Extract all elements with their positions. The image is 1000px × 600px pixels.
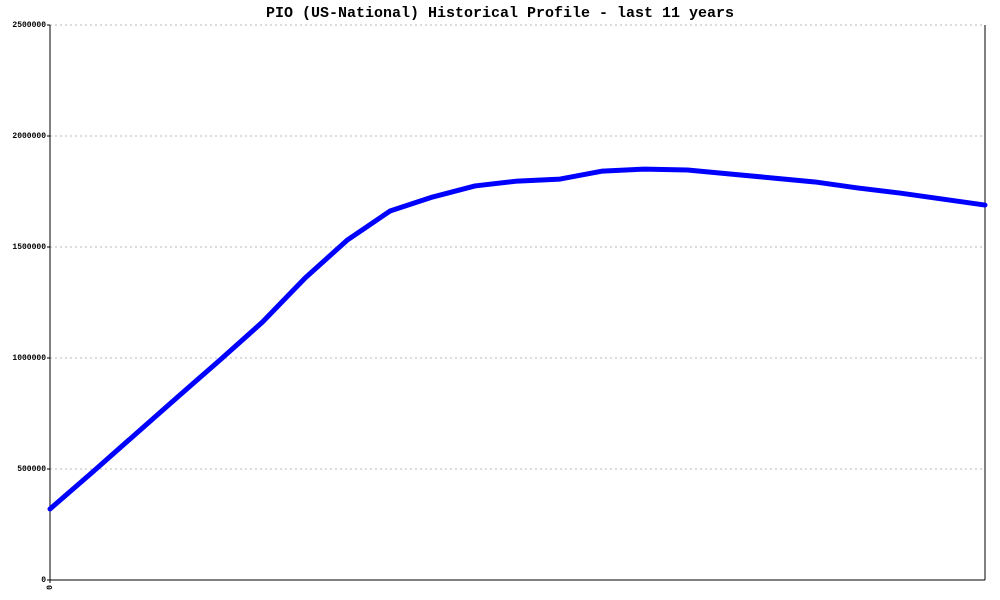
y-tick-label: 2500000 (12, 21, 46, 30)
data-line (47, 166, 988, 512)
y-tick-label: 1000000 (12, 354, 46, 363)
chart-title: PIO (US-National) Historical Profile - l… (266, 5, 734, 22)
y-tick-label: 1500000 (12, 243, 46, 252)
y-tick-label: 500000 (17, 465, 46, 474)
y-tick-label: 0 (41, 576, 46, 585)
x-tick-label: 0 (46, 585, 55, 590)
y-tick-label: 2000000 (12, 132, 46, 141)
